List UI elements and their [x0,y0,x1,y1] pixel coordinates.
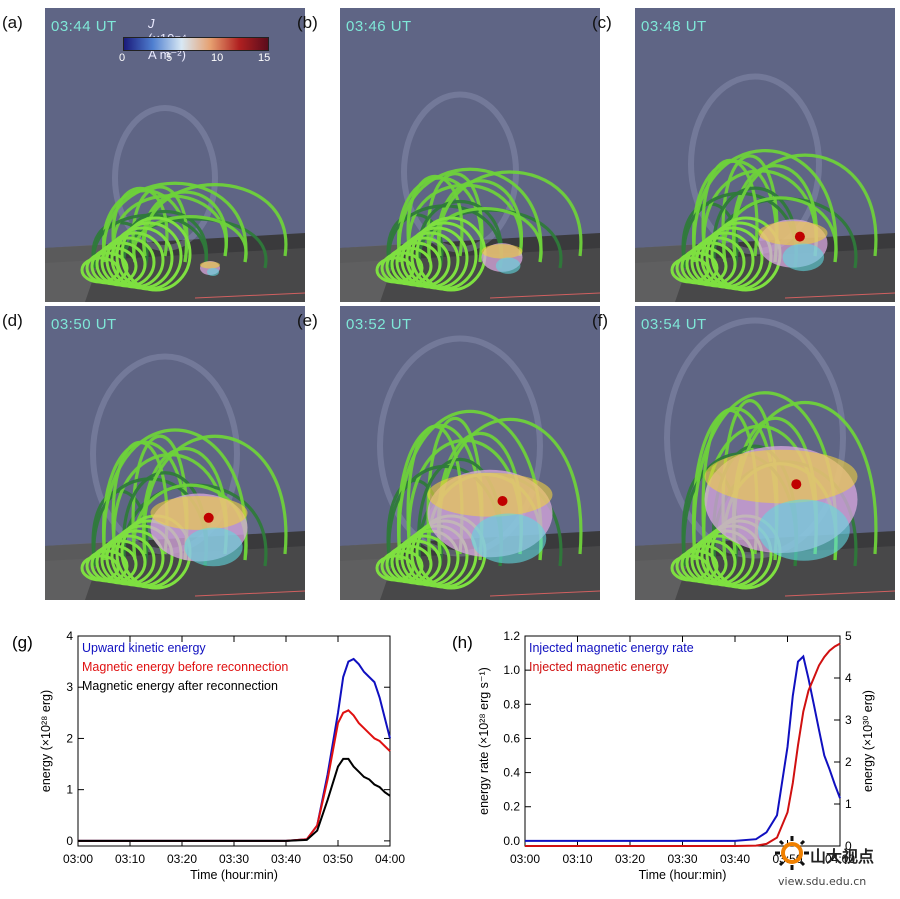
panel-time: 03:44 UT [51,18,117,35]
y-tick-label: 0.0 [503,834,520,848]
x-tick-label: 03:20 [167,852,197,866]
chart-h: 03:00 03:10 03:20 03:30 03:40 03:50 04:000.00.… [452,629,875,882]
y-tick-label: 0 [66,834,73,848]
x-tick-label: 03:30 [667,852,697,866]
simulation-panel: 03:50 UT [45,306,305,600]
colorbar-gradient [123,37,269,51]
simulation-panel: 03:46 UT [340,8,600,302]
x-axis-label: Time (hour:min) [639,868,727,882]
y-right-tick-label: 0 [845,839,852,853]
y-right-tick-label: 5 [845,629,852,643]
x-tick-label: 03:20 [615,852,645,866]
y-right-tick-label: 1 [845,797,852,811]
panel-label: (b) [297,13,318,32]
panel-label: (d) [2,311,23,330]
y-tick-label: 1.0 [503,663,520,677]
y-tick-label: 0.8 [503,697,520,711]
y-axis-label-right: energy (×10³⁰ erg) [861,690,875,792]
field-rendering [340,335,600,600]
series-line [525,654,841,842]
y-tick-label: 1 [66,783,73,797]
x-tick-label: 03:40 [720,852,750,866]
y-tick-label: 2 [66,731,73,745]
y-axis-label: energy (×10²⁸ erg) [39,690,53,792]
colorbar-tick-5: 5 [166,52,173,64]
panel-label: (a) [2,13,23,32]
field-rendering [635,317,895,600]
x-axis-label: Time (hour:min) [190,868,278,882]
panel-time: 03:48 UT [641,18,707,35]
panel-label: (e) [297,311,318,330]
simulation-panel: 03:48 UT [635,8,895,302]
chart-g: 03:00 03:10 03:20 03:30 03:40 03:50 04:00 0 1 2 3 4… [12,629,405,882]
x-tick-label: 03:50 [323,852,353,866]
simulation-panel: 03:52 UT [340,306,600,600]
x-tick-label: 03:30 [219,852,249,866]
series-line [78,709,391,842]
legend-entry: Injected magnetic energy rate [529,641,694,655]
y-tick-label: 4 [66,629,73,643]
panel-time: 03:54 UT [641,316,707,333]
x-tick-label: 03:40 [271,852,301,866]
y-axis-label: energy rate (×10²⁸ erg s⁻¹) [477,667,491,815]
y-right-tick-label: 3 [845,713,852,727]
colorbar-title-symbol: J [148,16,155,31]
legend-entry: Magnetic energy after reconnection [82,679,278,693]
panel-label: (h) [452,633,473,652]
legend-entry: Injected magnetic energy [529,660,669,674]
colorbar-tick-15: 15 [258,52,271,64]
watermark-cn-text: 山大视点 [810,847,875,866]
legend-entry: Upward kinetic energy [82,641,206,655]
series-line [525,642,841,847]
x-tick-label: 03:00 [63,852,93,866]
series-line [78,757,391,842]
y-tick-label: 3 [66,680,73,694]
simulation-panel: 03:44 UT [45,8,305,302]
sun-logo-icon [775,836,809,870]
y-tick-label: 0.4 [503,766,520,780]
panel-time: 03:50 UT [51,316,117,333]
panel-label: (f) [592,311,609,330]
colorbar-tick-0: 0 [119,52,126,64]
field-rendering [45,353,305,600]
x-tick-label: 04:00 [375,852,405,866]
y-right-tick-label: 4 [845,671,852,685]
y-tick-label: 1.2 [503,629,520,643]
simulation-panel: 03:54 UT [635,306,895,600]
y-tick-label: 0.6 [503,731,520,745]
x-tick-label: 03:00 [510,852,540,866]
field-rendering [45,105,305,302]
field-rendering [340,91,600,302]
watermark: 山大视点 view.sdu.edu.cn [774,835,894,895]
panel-time: 03:46 UT [346,18,412,35]
x-tick-label: 04:00 [825,852,855,866]
x-tick-label: 03:10 [115,852,145,866]
panel-label: (g) [12,633,33,652]
panel-time: 03:52 UT [346,316,412,333]
y-right-tick-label: 2 [845,755,852,769]
colorbar-tick-10: 10 [211,52,224,64]
field-rendering [635,73,895,302]
legend-entry: Magnetic energy before reconnection [82,660,288,674]
panel-label: (c) [592,13,612,32]
watermark-url: view.sdu.edu.cn [778,875,867,888]
y-tick-label: 0.2 [503,800,520,814]
x-tick-label: 03:10 [562,852,592,866]
